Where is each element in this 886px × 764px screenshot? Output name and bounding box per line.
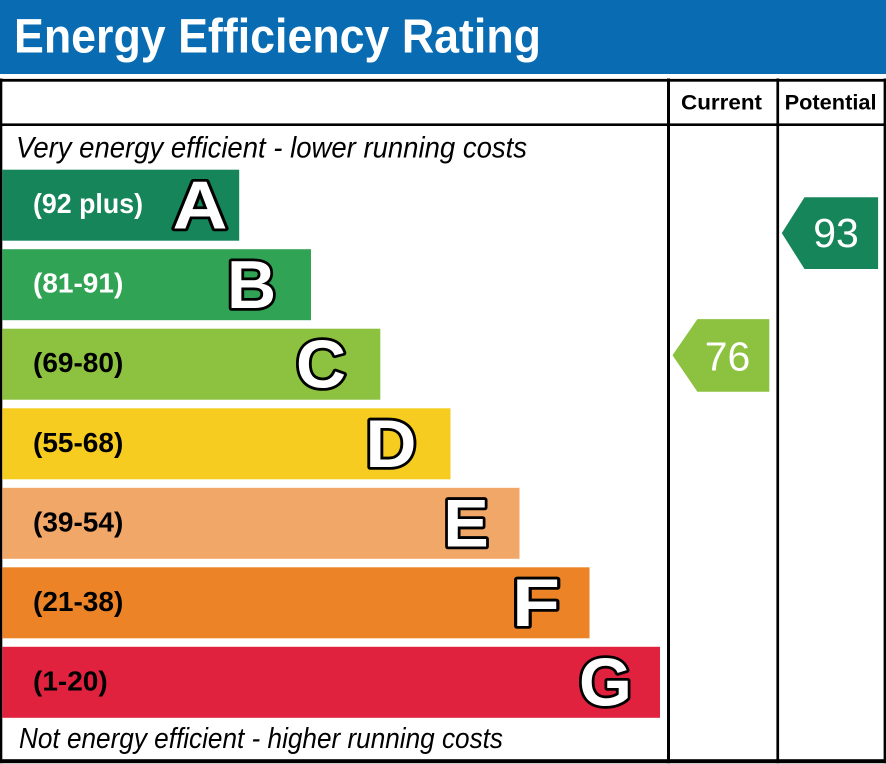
svg-text:C: C — [296, 327, 346, 403]
svg-text:(39-54): (39-54) — [33, 506, 123, 537]
svg-text:Energy Efficiency Rating: Energy Efficiency Rating — [14, 10, 541, 64]
svg-text:Not energy efficient - higher: Not energy efficient - higher running co… — [19, 723, 503, 755]
svg-text:(21-38): (21-38) — [33, 586, 123, 617]
svg-text:76: 76 — [705, 334, 751, 380]
svg-text:(92 plus): (92 plus) — [33, 188, 143, 219]
svg-text:F: F — [512, 565, 560, 641]
svg-text:Current: Current — [681, 90, 762, 114]
svg-text:(69-80): (69-80) — [33, 347, 123, 378]
svg-text:(1-20): (1-20) — [33, 665, 108, 696]
svg-text:G: G — [579, 645, 632, 721]
svg-text:B: B — [227, 247, 276, 323]
svg-text:D: D — [366, 406, 417, 482]
svg-text:E: E — [443, 486, 488, 562]
svg-text:Very energy efficient - lower: Very energy efficient - lower running co… — [16, 131, 527, 164]
svg-text:A: A — [173, 168, 228, 244]
svg-text:(81-91): (81-91) — [33, 268, 123, 299]
svg-text:Potential: Potential — [785, 90, 877, 114]
svg-text:(55-68): (55-68) — [33, 427, 123, 458]
svg-text:93: 93 — [813, 210, 859, 256]
